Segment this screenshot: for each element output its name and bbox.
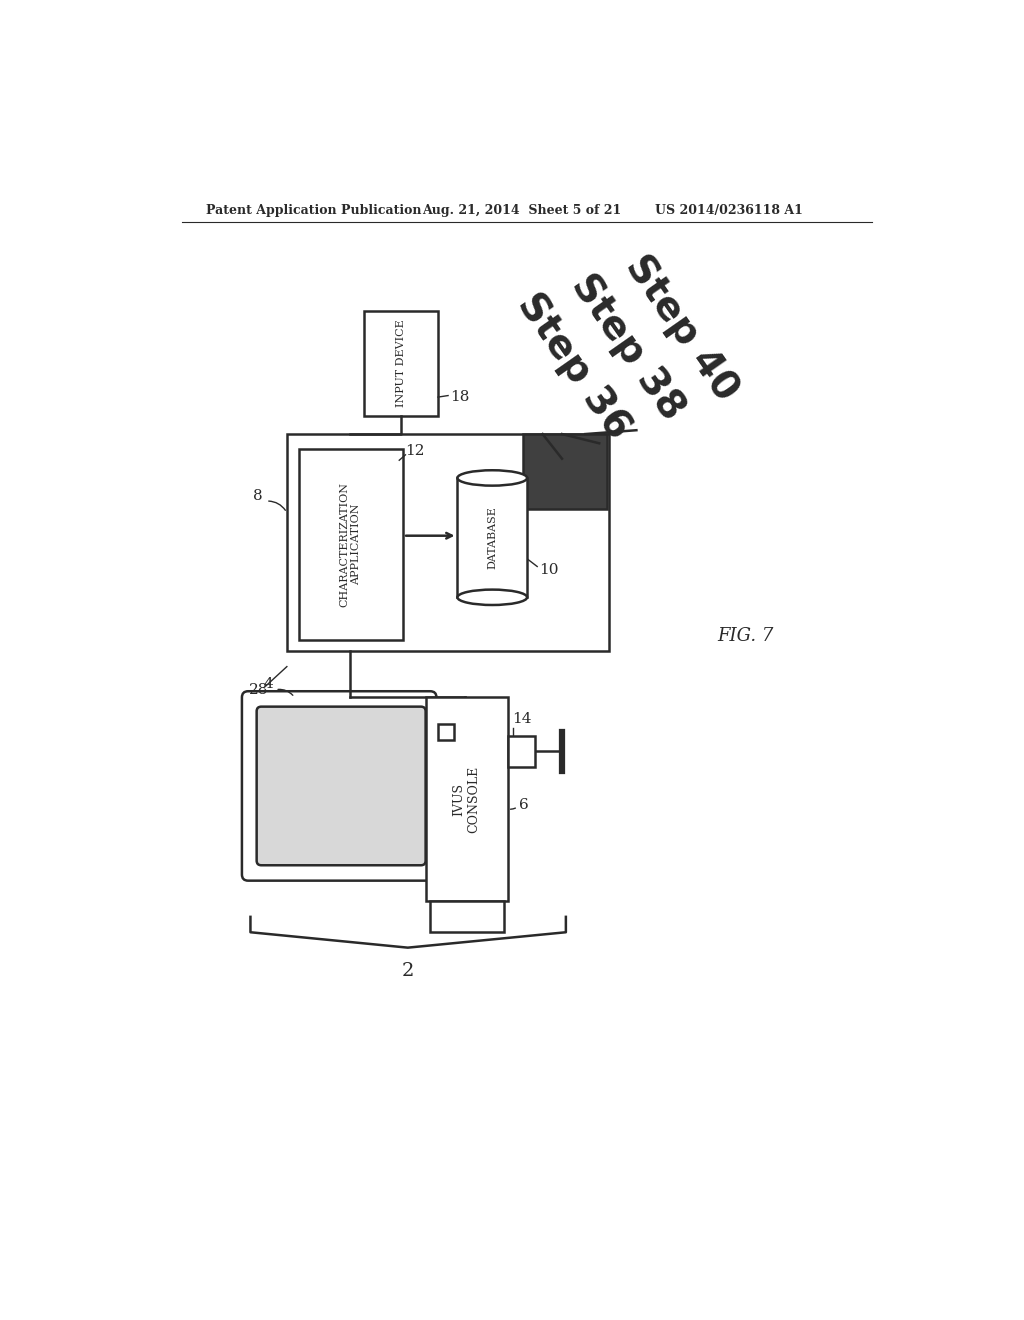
Text: Patent Application Publication: Patent Application Publication [206,205,421,218]
Text: Step 36: Step 36 [510,286,638,446]
Bar [299,450,403,640]
Text: 6: 6 [519,799,529,812]
Bar [430,902,504,932]
Bar [287,434,608,651]
Text: Step 40: Step 40 [618,248,745,408]
FancyBboxPatch shape [257,706,426,866]
Text: 12: 12 [406,444,425,458]
Bar [365,312,438,416]
Text: 14: 14 [512,711,531,726]
Bar [438,725,454,739]
Text: 4: 4 [263,677,273,690]
Text: 8: 8 [253,488,263,503]
Text: US 2014/0236118 A1: US 2014/0236118 A1 [655,205,803,218]
Text: IVUS
CONSOLE: IVUS CONSOLE [453,766,480,833]
Text: DATABASE: DATABASE [487,506,498,569]
Bar [523,434,607,508]
Bar [508,737,535,767]
Text: INPUT DEVICE: INPUT DEVICE [396,319,406,407]
Ellipse shape [458,590,527,605]
Ellipse shape [458,470,527,486]
Bar [458,478,527,598]
Text: Aug. 21, 2014  Sheet 5 of 21: Aug. 21, 2014 Sheet 5 of 21 [423,205,622,218]
Text: 18: 18 [450,391,469,404]
Text: FIG. 7: FIG. 7 [717,627,773,644]
Text: CHARACTERIZATION
APPLICATION: CHARACTERIZATION APPLICATION [340,482,361,607]
Text: 28: 28 [249,682,268,697]
Text: 10: 10 [539,564,558,577]
Text: 2: 2 [401,962,414,979]
Bar [426,697,508,902]
Text: Step 38: Step 38 [564,267,692,426]
